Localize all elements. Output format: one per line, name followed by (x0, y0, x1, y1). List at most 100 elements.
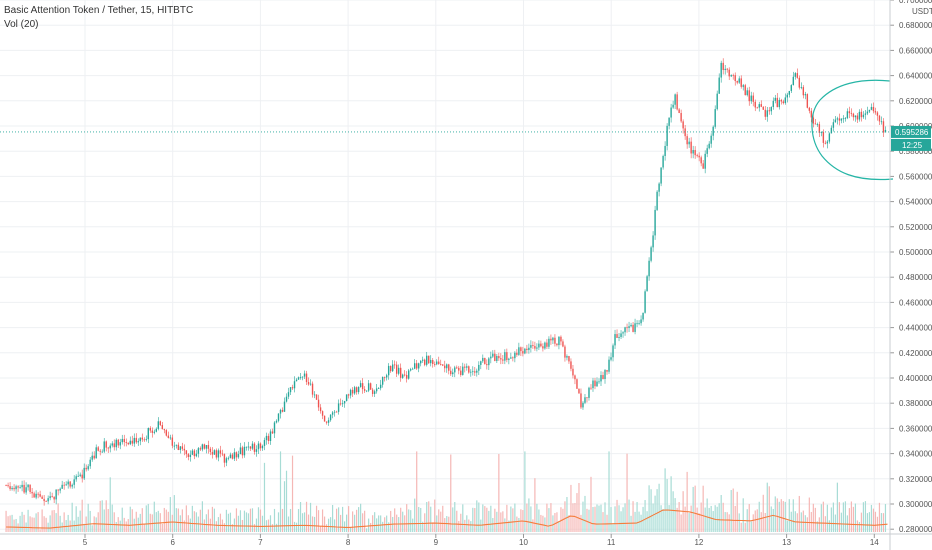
volume-bar (189, 518, 191, 532)
volume-bar (57, 503, 59, 532)
candle-body (468, 366, 470, 373)
candle-body (668, 117, 670, 126)
volume-bar (822, 501, 824, 532)
volume-bar (279, 451, 282, 532)
candle-body (377, 388, 380, 390)
candle-body (343, 400, 346, 404)
candle-body (241, 447, 244, 456)
volume-bar (660, 505, 662, 532)
volume-bar (486, 507, 488, 532)
candle-body (37, 493, 39, 495)
volume-bar (710, 505, 712, 532)
candle-body (177, 444, 180, 451)
candle-body (802, 87, 805, 96)
volume-bar (21, 511, 23, 532)
candle-body (261, 445, 264, 449)
volume-bar (756, 509, 758, 532)
volume-bar (798, 495, 800, 532)
volume-bar (273, 508, 276, 532)
candle-body (530, 345, 532, 348)
candle-body (185, 450, 188, 455)
volume-bar (303, 512, 306, 532)
price-tick-label: 0.460000 (899, 298, 932, 307)
volume-bar (666, 479, 668, 532)
candle-body (105, 441, 107, 448)
volume-bar (81, 499, 83, 532)
candle-body (153, 431, 156, 433)
candle-body (420, 360, 422, 364)
candle-body (19, 487, 21, 489)
volume-bar (634, 511, 636, 532)
candle-body (237, 454, 240, 458)
volume-bar (500, 512, 502, 532)
volume-bar (285, 470, 288, 532)
volume-bar (508, 520, 510, 532)
volume-bar (380, 515, 382, 532)
candle-body (800, 87, 803, 88)
candle-body (552, 337, 554, 341)
candle-body (590, 387, 592, 389)
candle-body (748, 90, 750, 102)
volume-bar (362, 513, 364, 532)
volume-bar (852, 506, 855, 532)
volume-indicator-label: Vol (20) (4, 19, 38, 30)
candle-body (726, 68, 728, 70)
candle-body (848, 111, 851, 114)
price-tick-label: 0.680000 (899, 21, 932, 30)
candle-body (722, 62, 724, 71)
candle-body (337, 403, 340, 412)
volume-bar (321, 509, 324, 532)
price-tick-label: 0.300000 (899, 500, 932, 509)
volume-bar (388, 522, 390, 532)
volume-bar (658, 483, 660, 532)
volume-bar (732, 488, 734, 532)
candle-body (828, 133, 831, 142)
volume-bar (622, 507, 624, 532)
volume-bar (688, 513, 690, 532)
drawn-curve-annotation[interactable] (811, 79, 894, 181)
candle-body (416, 363, 418, 369)
volume-bar (702, 485, 704, 532)
volume-bar (309, 502, 312, 532)
volume-bar (862, 502, 865, 532)
candle-body (17, 486, 19, 488)
volume-bar (788, 499, 790, 532)
volume-bar (560, 507, 562, 532)
volume-bar (790, 511, 792, 532)
volume-bar (109, 477, 111, 532)
candle-body (766, 110, 768, 117)
candle-body (576, 379, 578, 389)
candle-body (349, 389, 352, 396)
candle-body (558, 336, 560, 346)
volume-bar (610, 507, 612, 532)
candle-body (762, 106, 764, 110)
candle-body (540, 343, 542, 347)
volume-bar (766, 482, 768, 532)
candle-body (796, 73, 799, 78)
volume-bar (420, 507, 422, 532)
candle-body (251, 443, 254, 449)
volume-bar (514, 503, 516, 532)
volume-bar (664, 468, 666, 532)
candle-body (842, 118, 845, 120)
volume-bar (115, 521, 117, 532)
volume-bar (722, 502, 724, 532)
candle-body (283, 401, 286, 412)
candle-body (854, 115, 857, 118)
candle-body (790, 85, 793, 91)
price-axis[interactable]: 0.700000 0.680000 0.660000 0.640000 0.620000… (889, 0, 932, 550)
candle-body (614, 334, 616, 346)
volume-bar (327, 518, 330, 532)
candle-body (716, 93, 718, 110)
volume-bar (768, 486, 770, 532)
volume-ma-line (6, 509, 888, 529)
time-axis[interactable]: 5 6 7 8 9 10 11 12 13 14 (0, 533, 932, 547)
volume-bar (129, 506, 131, 532)
volume-bar (466, 515, 468, 532)
candle-body (297, 377, 300, 380)
candle-body (403, 374, 406, 376)
candle-body (860, 111, 863, 118)
candle-body (750, 95, 752, 102)
